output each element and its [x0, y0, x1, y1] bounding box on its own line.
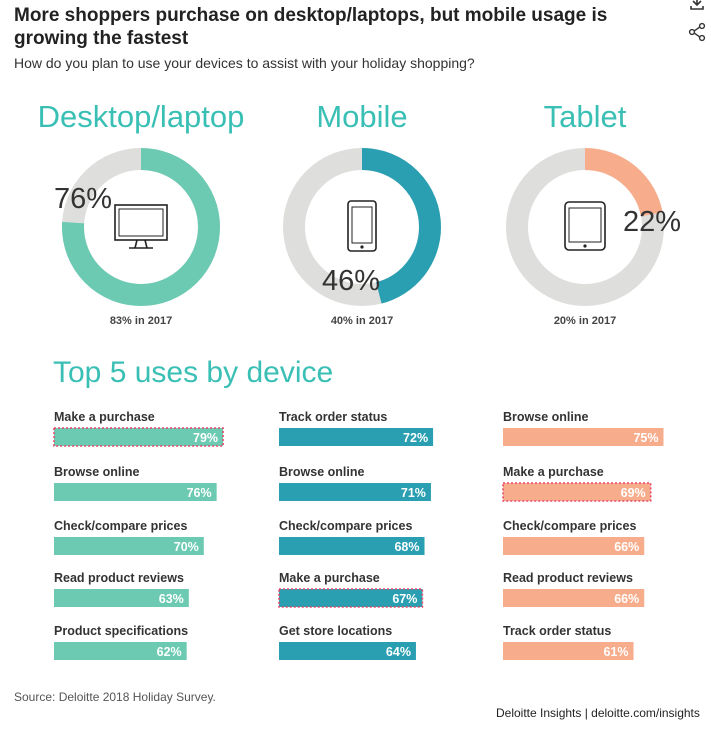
bar-category-label: Track order status: [503, 624, 611, 638]
bar-category-label: Check/compare prices: [54, 519, 187, 533]
bar-category-label: Check/compare prices: [503, 519, 636, 533]
bar: [279, 537, 425, 555]
donut-title: Desktop/laptop: [38, 99, 245, 134]
bar-value-label: 66%: [614, 540, 639, 554]
chart-subtitle: How do you plan to use your devices to a…: [14, 55, 475, 71]
donut-2017-note: 20% in 2017: [554, 315, 616, 327]
donut-2017-note: 40% in 2017: [331, 315, 393, 327]
bar-category-label: Track order status: [279, 410, 387, 424]
download-icon[interactable]: [688, 0, 706, 12]
donut-tablet: Tablet 22% 20% in 2017: [506, 99, 681, 327]
bar-category-label: Make a purchase: [54, 410, 155, 424]
share-icon[interactable]: [687, 22, 707, 42]
bar: [503, 589, 645, 607]
donut-value-arc: [506, 148, 664, 306]
bar-value-label: 67%: [392, 592, 417, 606]
desktop-monitor-icon: [114, 204, 168, 249]
bar-category-label: Read product reviews: [54, 571, 184, 585]
bar-value-label: 72%: [403, 431, 428, 445]
bar-value-label: 70%: [174, 540, 199, 554]
chart-title: More shoppers purchase on desktop/laptop…: [14, 5, 608, 49]
bar: [278, 588, 424, 608]
bar: [279, 642, 416, 660]
bar: [503, 537, 645, 555]
bar-category-label: Product specifications: [54, 624, 188, 638]
bar-value-label: 62%: [157, 645, 182, 659]
bar-value-label: 64%: [386, 645, 411, 659]
bar-value-label: 61%: [604, 645, 629, 659]
bars-section-title: Top 5 uses by device: [53, 356, 333, 389]
bar-value-label: 66%: [614, 592, 639, 606]
bar-panel-tablet: Browse online 75% Make a purchase 69% Check/…: [502, 410, 664, 660]
bar-value-label: 75%: [633, 431, 658, 445]
bar-panel-mobile: Track order status 72% Browse online 71% Che…: [278, 410, 434, 660]
bar: [54, 537, 204, 555]
bar: [53, 427, 224, 447]
bar: [503, 428, 664, 446]
bar: [54, 483, 217, 501]
bar-value-label: 71%: [401, 486, 426, 500]
donut-value-label: 46%: [322, 265, 380, 297]
bar-value-label: 69%: [621, 486, 646, 500]
bar-category-label: Browse online: [503, 410, 588, 424]
donut-value-arc: [283, 148, 441, 306]
credit-line: Deloitte Insights | deloitte.com/insight…: [496, 706, 700, 720]
bar-value-label: 79%: [193, 431, 218, 445]
donut-value-arc: [62, 148, 220, 306]
source-note: Source: Deloitte 2018 Holiday Survey.: [14, 690, 216, 704]
donut-value-label: 22%: [623, 206, 681, 238]
bar-category-label: Read product reviews: [503, 571, 633, 585]
tablet-icon: [564, 201, 606, 251]
bar-value-label: 76%: [187, 486, 212, 500]
donut-value-label: 76%: [54, 183, 112, 215]
bar-value-label: 63%: [159, 592, 184, 606]
bar: [54, 589, 189, 607]
donut-2017-note: 83% in 2017: [110, 315, 172, 327]
bar-category-label: Get store locations: [279, 624, 392, 638]
bar-category-label: Browse online: [279, 465, 364, 479]
donut-desktop: Desktop/laptop 76% 83% in 2017: [38, 99, 245, 327]
donut-mobile: Mobile 46% 40% in 2017: [283, 99, 441, 327]
donut-title: Tablet: [544, 99, 627, 134]
donut-title: Mobile: [316, 99, 407, 134]
bar: [279, 483, 431, 501]
smartphone-icon: [347, 200, 377, 252]
bar-category-label: Make a purchase: [279, 571, 380, 585]
bar: [502, 482, 652, 502]
bar: [54, 642, 187, 660]
bar: [503, 642, 634, 660]
bar-category-label: Browse online: [54, 465, 139, 479]
bar-category-label: Make a purchase: [503, 465, 604, 479]
bar-category-label: Check/compare prices: [279, 519, 412, 533]
bar-panel-desktop-laptop: Make a purchase 79% Browse online 76% Check/…: [53, 410, 224, 660]
bar: [279, 428, 434, 446]
bar-value-label: 68%: [394, 540, 419, 554]
